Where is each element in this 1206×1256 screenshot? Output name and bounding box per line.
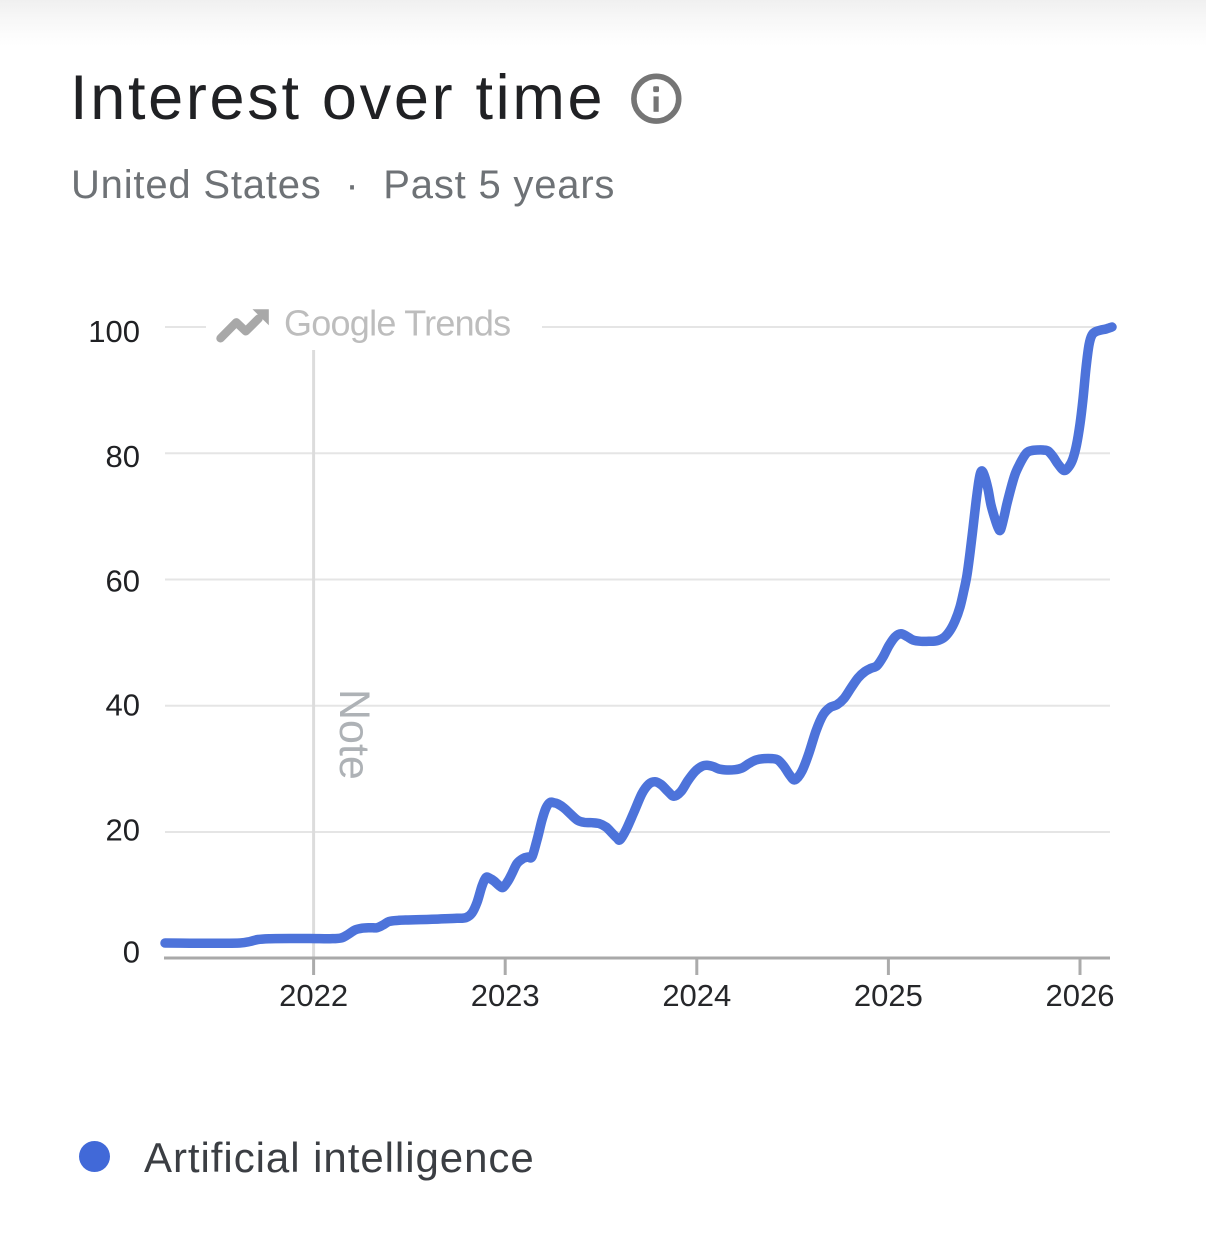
svg-text:2026: 2026 xyxy=(1046,978,1115,1013)
svg-text:2024: 2024 xyxy=(662,978,731,1013)
svg-text:Google Trends: Google Trends xyxy=(284,303,510,344)
svg-text:0: 0 xyxy=(123,935,140,970)
svg-text:2025: 2025 xyxy=(854,978,923,1013)
svg-text:Note: Note xyxy=(330,689,378,780)
svg-text:2022: 2022 xyxy=(279,978,348,1013)
svg-text:60: 60 xyxy=(106,564,140,599)
svg-text:100: 100 xyxy=(88,314,140,349)
svg-text:80: 80 xyxy=(106,439,140,474)
svg-text:2023: 2023 xyxy=(471,978,540,1013)
svg-text:20: 20 xyxy=(106,813,140,848)
svg-text:40: 40 xyxy=(106,688,140,723)
